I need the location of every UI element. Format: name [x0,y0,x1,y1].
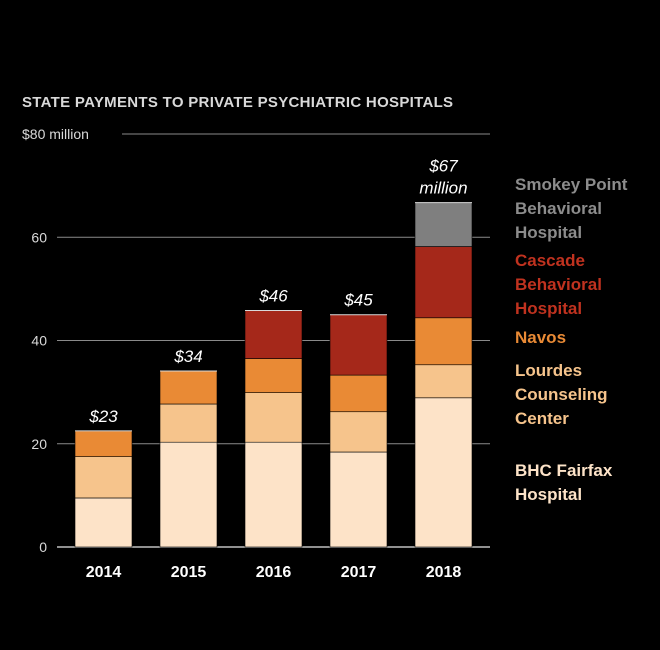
y-tick-label: 0 [39,539,47,555]
legend-entry: BHC Fairfax [515,461,613,480]
bar-segment [74,456,133,499]
bar-segment [414,364,473,399]
bar-segment [414,202,473,247]
legend-entry: Behavioral [515,199,602,218]
bar-segment [329,451,388,548]
legend-entry: Counseling [515,385,608,404]
total-label: million [419,179,467,198]
bar-segment [74,430,133,457]
y-tick-label: 60 [31,229,47,245]
legend-entry: Hospital [515,223,582,242]
x-axis: 2014 2015 2016 2017 2018 [86,564,462,581]
bar-segment [159,370,218,405]
bar-segment [414,246,473,319]
chart-title: STATE PAYMENTS TO PRIVATE PSYCHIATRIC HO… [22,94,453,111]
bar-segment [159,403,218,443]
bar-segment [329,374,388,413]
total-label: $34 [173,347,202,366]
y-axis: 0 20 40 60 $80 million [22,126,89,555]
x-tick-label: 2015 [171,564,207,581]
legend-entry: Navos [515,328,566,347]
bar-segment [244,441,303,548]
y-tick-label: 20 [31,436,47,452]
bar-segment [159,441,218,548]
bar-segment [244,310,303,359]
total-label: $23 [88,407,118,426]
x-tick-label: 2014 [86,564,122,581]
legend-entry: Cascade [515,251,585,270]
bar-segment [74,497,133,548]
total-label: $46 [258,287,288,306]
bar-segment [244,392,303,443]
legend-entry: Smokey Point [515,175,628,194]
bar-segment [329,411,388,453]
bar-segment [329,314,388,376]
bar-segment [414,397,473,548]
legend-entry: Lourdes [515,361,582,380]
legend: BHC Fairfax Hospital Lourdes Counseling Cent… [515,175,628,504]
legend-entry: Hospital [515,299,582,318]
x-tick-label: 2016 [256,564,292,581]
bar-segment [244,358,303,393]
x-tick-label: 2018 [426,564,462,581]
y-tick-label: $80 million [22,126,89,142]
bars [74,202,473,548]
legend-entry: Hospital [515,485,582,504]
total-label: $45 [343,291,373,310]
total-label: $67 [428,157,458,176]
bar-segment [414,317,473,366]
total-labels: $23 $34 $46 $45 $67 million [88,157,467,426]
legend-entry: Center [515,409,569,428]
legend-entry: Behavioral [515,275,602,294]
y-tick-label: 40 [31,333,47,349]
x-tick-label: 2017 [341,564,377,581]
